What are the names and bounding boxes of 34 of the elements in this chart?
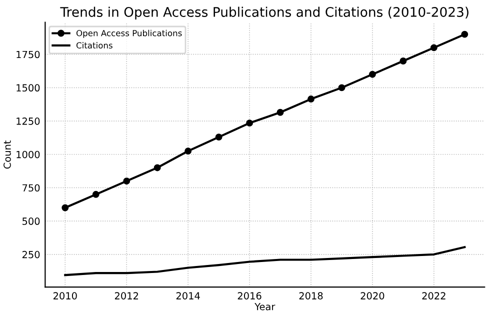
point — [92, 190, 100, 198]
point — [123, 178, 130, 185]
y-tick-label: 1250 — [16, 118, 40, 125]
legend-label: Open Access Publications — [76, 30, 182, 38]
x-tick-label: 2010 — [53, 292, 77, 300]
y-tick-label: 1500 — [16, 84, 40, 92]
point — [400, 58, 407, 64]
point — [338, 84, 346, 92]
point — [154, 164, 161, 172]
x-tick-label: 2018 — [299, 292, 323, 300]
y-tick-label: 1000 — [16, 150, 40, 158]
x-axis-title: Year — [254, 303, 276, 310]
point — [215, 134, 222, 141]
x-tick-label: 2012 — [114, 292, 138, 300]
point — [461, 30, 468, 38]
x-tick-label: 2020 — [360, 292, 384, 300]
y-tick-label: 750 — [22, 184, 40, 192]
y-tick-label: 1750 — [16, 50, 40, 58]
point — [184, 148, 192, 155]
point — [430, 44, 438, 52]
point — [276, 108, 284, 116]
point — [368, 70, 376, 78]
legend-label: Citations — [76, 42, 112, 49]
line-series — [64, 246, 466, 276]
y-axis-title: Count — [4, 140, 11, 169]
x-tick-label: 2016 — [238, 292, 262, 300]
x-tick-label: 2014 — [176, 292, 200, 300]
x-tick-label: 2022 — [422, 292, 446, 300]
y-tick-label: 500 — [22, 218, 40, 225]
chart-title: Trends in Open Access Publications and Citations (2010-2023) — [60, 6, 468, 20]
y-tick-label: 250 — [22, 250, 40, 258]
point — [246, 120, 253, 127]
point — [308, 96, 314, 102]
point — [62, 204, 69, 212]
